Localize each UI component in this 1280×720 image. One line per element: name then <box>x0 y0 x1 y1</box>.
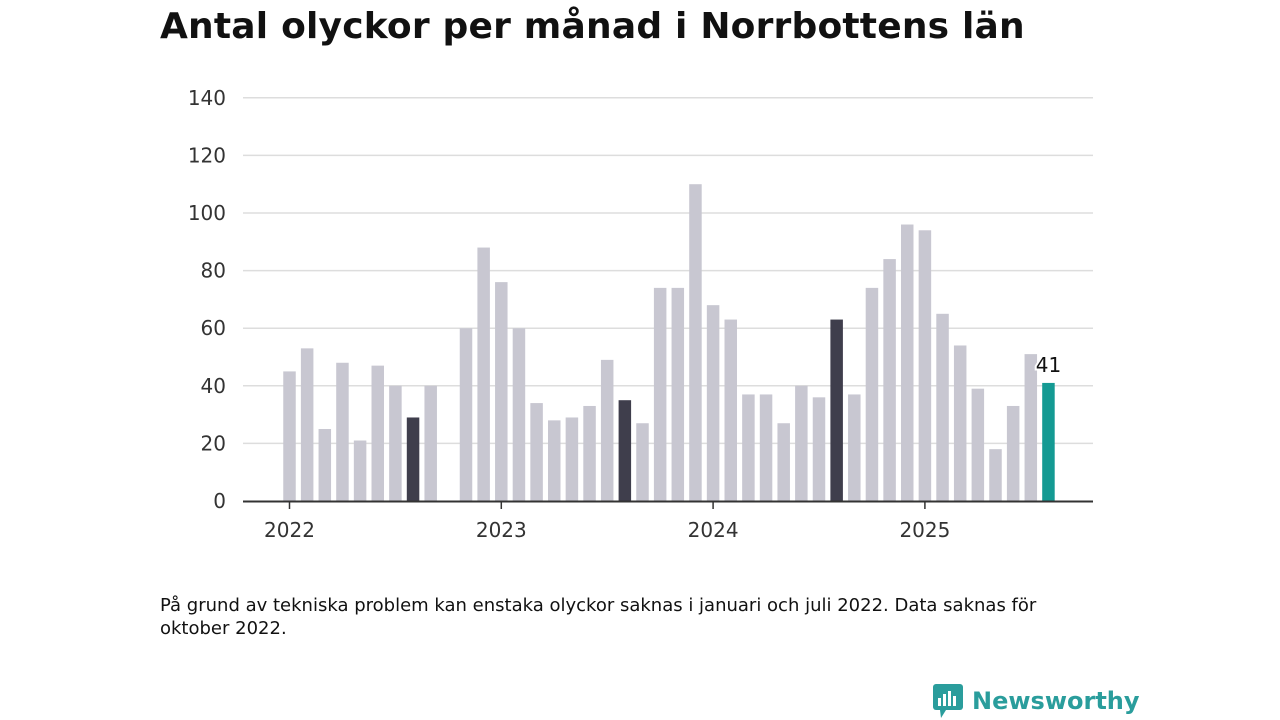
x-tick-label: 2022 <box>264 518 315 542</box>
y-axis-tick-labels: 0 20 40 60 80 100 120 140 <box>188 86 226 513</box>
y-tick-label: 120 <box>188 143 226 167</box>
y-tick-label: 0 <box>213 489 226 513</box>
bar-2022-07 <box>389 385 402 501</box>
y-tick-label: 80 <box>201 259 226 283</box>
bar-2022-04 <box>336 362 349 501</box>
grid-lines <box>243 97 1093 445</box>
bar-chart: 0 20 40 60 80 100 120 140 2022 2023 2024 2025 41 <box>188 86 1093 542</box>
bar-2024-01 <box>706 305 720 501</box>
bar-2025-02 <box>936 313 949 501</box>
bar-2023-06 <box>583 405 596 501</box>
bar-2022-01 <box>283 371 296 501</box>
y-tick-label: 40 <box>201 374 226 398</box>
bar-2024-08 <box>830 319 843 501</box>
bar-2023-11 <box>671 287 685 501</box>
y-tick-label: 60 <box>201 316 226 340</box>
bars <box>283 184 1055 501</box>
bar-2023-04 <box>548 420 561 501</box>
bar-2025-06 <box>1006 405 1020 501</box>
bar-2023-08 <box>618 400 632 501</box>
brand-name: Newsworthy <box>972 687 1140 715</box>
bar-2022-06 <box>371 365 384 501</box>
brand-logo[interactable]: Newsworthy <box>932 682 1140 720</box>
bar-2024-03 <box>742 394 755 501</box>
bar-2024-12 <box>901 224 914 501</box>
bar-2022-02 <box>300 348 314 501</box>
bar-2024-09 <box>848 394 861 501</box>
bar-2023-12 <box>689 184 702 501</box>
bar-2023-07 <box>600 359 614 501</box>
bar-2025-03 <box>953 345 967 501</box>
y-tick-label: 100 <box>188 201 226 225</box>
footnote: På grund av tekniska problem kan enstaka… <box>160 595 1037 639</box>
x-tick-label: 2024 <box>688 518 739 542</box>
bar-2025-01 <box>918 230 932 501</box>
bar-2023-01 <box>495 282 508 501</box>
bar-2024-11 <box>883 259 896 501</box>
bar-2025-04 <box>971 388 985 501</box>
x-tick-label: 2025 <box>899 518 950 542</box>
x-axis-tick-labels: 2022 2023 2024 2025 <box>264 518 950 542</box>
bar-2024-07 <box>812 397 826 501</box>
data-label-latest: 41 <box>1036 353 1061 377</box>
newsworthy-logo-icon <box>933 684 963 718</box>
y-tick-label: 140 <box>188 86 226 110</box>
bar-2022-09 <box>424 385 437 501</box>
bar-2024-06 <box>795 385 808 501</box>
y-tick-label: 20 <box>201 431 226 455</box>
bar-2022-08 <box>406 417 420 501</box>
bar-2022-11 <box>459 328 473 501</box>
bar-2025-05 <box>989 449 1002 501</box>
bar-2025-08 <box>1042 382 1055 501</box>
chart-title: Antal olyckor per månad i Norrbottens lä… <box>160 6 1025 47</box>
bar-2024-10 <box>865 287 879 501</box>
bar-2023-02 <box>512 328 526 501</box>
bar-2022-05 <box>353 440 367 501</box>
bar-2023-03 <box>530 403 543 501</box>
x-tick-label: 2023 <box>476 518 527 542</box>
bar-2024-05 <box>777 423 790 501</box>
bar-2023-09 <box>636 423 649 501</box>
bar-2023-05 <box>565 417 579 501</box>
bar-2025-07 <box>1024 354 1038 501</box>
bar-2024-02 <box>724 319 737 501</box>
data-labels: 41 <box>1034 351 1063 379</box>
bar-2024-04 <box>759 394 773 501</box>
bar-2022-03 <box>318 429 332 501</box>
bar-2022-12 <box>477 247 490 501</box>
bar-2023-10 <box>653 287 667 501</box>
x-axis <box>243 500 1093 509</box>
